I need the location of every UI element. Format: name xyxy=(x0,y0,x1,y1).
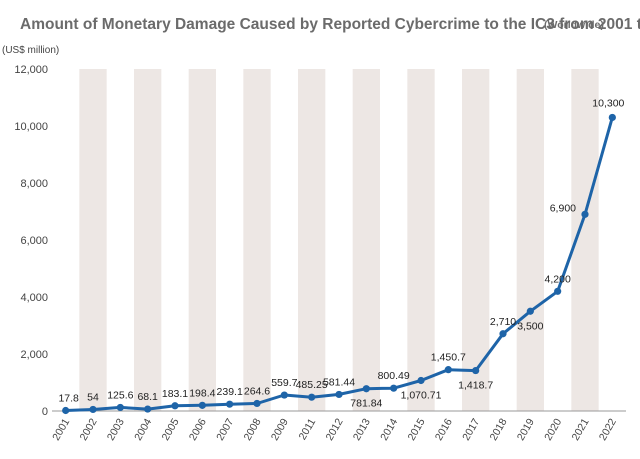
x-tick-label: 2019 xyxy=(515,416,537,442)
band-2015 xyxy=(407,69,435,411)
data-point-2012 xyxy=(335,390,343,399)
x-tick-label: 2007 xyxy=(214,416,236,442)
data-point-2016 xyxy=(444,366,452,374)
y-tick-label: 0 xyxy=(42,406,48,418)
y-tick-label: 10,000 xyxy=(14,121,48,133)
data-point-2001 xyxy=(62,406,70,415)
data-label-2007: 239.1 xyxy=(217,386,243,398)
data-label-2006: 198.4 xyxy=(189,387,215,399)
data-label-2005: 183.1 xyxy=(162,388,188,400)
x-tick-label: 2003 xyxy=(105,416,127,442)
data-point-2007 xyxy=(226,400,234,408)
data-point-2004 xyxy=(144,405,152,413)
data-point-2006 xyxy=(198,401,206,409)
band-2019 xyxy=(516,69,544,411)
band-2002 xyxy=(79,69,107,411)
data-label-2021: 6,900 xyxy=(550,202,576,214)
x-tick-label: 2008 xyxy=(242,416,264,442)
data-point-2020 xyxy=(554,287,562,295)
data-point-2022 xyxy=(608,113,616,122)
y-axis-unit-label: (US$ million) xyxy=(2,45,59,56)
data-label-2016: 1,450.7 xyxy=(431,352,466,364)
band-2006 xyxy=(188,69,216,411)
data-labels: 17.8 54 125.6 68.1 183.1 198.4 239.1 264.6559.7… xyxy=(58,97,624,409)
x-tick-label: 2012 xyxy=(324,416,346,442)
data-label-2019: 3,500 xyxy=(517,320,543,332)
y-tick-label: 12,000 xyxy=(14,64,48,76)
x-tick-label: 2017 xyxy=(460,416,482,442)
data-point-2015 xyxy=(417,376,425,385)
data-point-2019 xyxy=(526,307,534,315)
x-tick-label: 2005 xyxy=(160,416,182,442)
data-point-2003 xyxy=(116,403,124,412)
data-label-2001: 17.8 xyxy=(58,392,79,404)
data-label-2022: 10,300 xyxy=(592,97,624,109)
y-tick-label: 2,000 xyxy=(20,349,48,361)
background-bands xyxy=(79,69,599,411)
y-tick-labels: 0 2,000 4,000 6,000 8,000 10,000 12,000 xyxy=(14,64,48,418)
x-tick-label: 2004 xyxy=(132,416,154,442)
data-point-2018 xyxy=(499,330,507,338)
x-tick-label: 2013 xyxy=(351,416,373,442)
data-label-2018: 2,710 xyxy=(490,316,516,328)
data-label-2012: 581.44 xyxy=(323,376,355,388)
data-point-2017 xyxy=(472,366,480,375)
x-tick-label: 2020 xyxy=(542,416,564,442)
data-point-2008 xyxy=(253,399,261,408)
x-tick-label: 2018 xyxy=(488,416,510,442)
data-label-2011: 485.25 xyxy=(296,379,328,391)
data-point-2009 xyxy=(280,391,288,399)
band-2013 xyxy=(352,69,380,411)
data-label-2004: 68.1 xyxy=(137,391,158,403)
data-label-2009: 559.7 xyxy=(271,377,297,389)
x-tick-label: 2002 xyxy=(78,416,100,442)
x-tick-label: 2015 xyxy=(406,416,428,442)
x-tick-label: 2016 xyxy=(433,416,455,442)
x-tick-label: 2011 xyxy=(297,416,319,442)
x-tick-label: 2021 xyxy=(570,416,592,442)
band-2011 xyxy=(298,69,326,411)
x-tick-label: 2006 xyxy=(187,416,209,442)
data-point-2021 xyxy=(581,210,589,218)
chart-subtitle: (Worldwide) xyxy=(544,19,604,31)
data-label-2002: 54 xyxy=(87,391,99,403)
data-label-2014: 800.49 xyxy=(378,370,410,382)
data-point-2011 xyxy=(308,393,316,401)
data-label-2017: 1,418.7 xyxy=(458,380,493,392)
chart-title: Amount of Monetary Damage Caused by Repo… xyxy=(20,16,640,33)
data-label-2015: 1,070.71 xyxy=(401,389,442,401)
x-tick-labels: 2001 2002 2003 2004 2005 2006 2007 2008 2009 2011… xyxy=(50,416,619,442)
band-2008 xyxy=(243,69,271,411)
x-tick-label: 2009 xyxy=(269,416,291,442)
band-2017 xyxy=(462,69,490,411)
x-tick-label: 2022 xyxy=(597,416,619,442)
data-point-2014 xyxy=(390,384,398,392)
y-tick-label: 6,000 xyxy=(20,235,48,247)
y-tick-label: 4,000 xyxy=(20,292,48,304)
data-label-2008: 264.6 xyxy=(244,385,270,397)
band-2004 xyxy=(134,69,162,411)
x-tick-label: 2001 xyxy=(50,416,72,442)
data-series xyxy=(62,113,616,415)
data-point-2013 xyxy=(362,385,370,393)
x-tick-label: 2014 xyxy=(378,416,400,442)
data-label-2020: 4,200 xyxy=(545,273,571,285)
data-label-2013: 781.84 xyxy=(350,398,382,410)
data-point-2005 xyxy=(171,402,179,410)
data-point-2002 xyxy=(89,405,97,414)
data-label-2003: 125.6 xyxy=(107,389,133,401)
y-tick-label: 8,000 xyxy=(20,178,48,190)
